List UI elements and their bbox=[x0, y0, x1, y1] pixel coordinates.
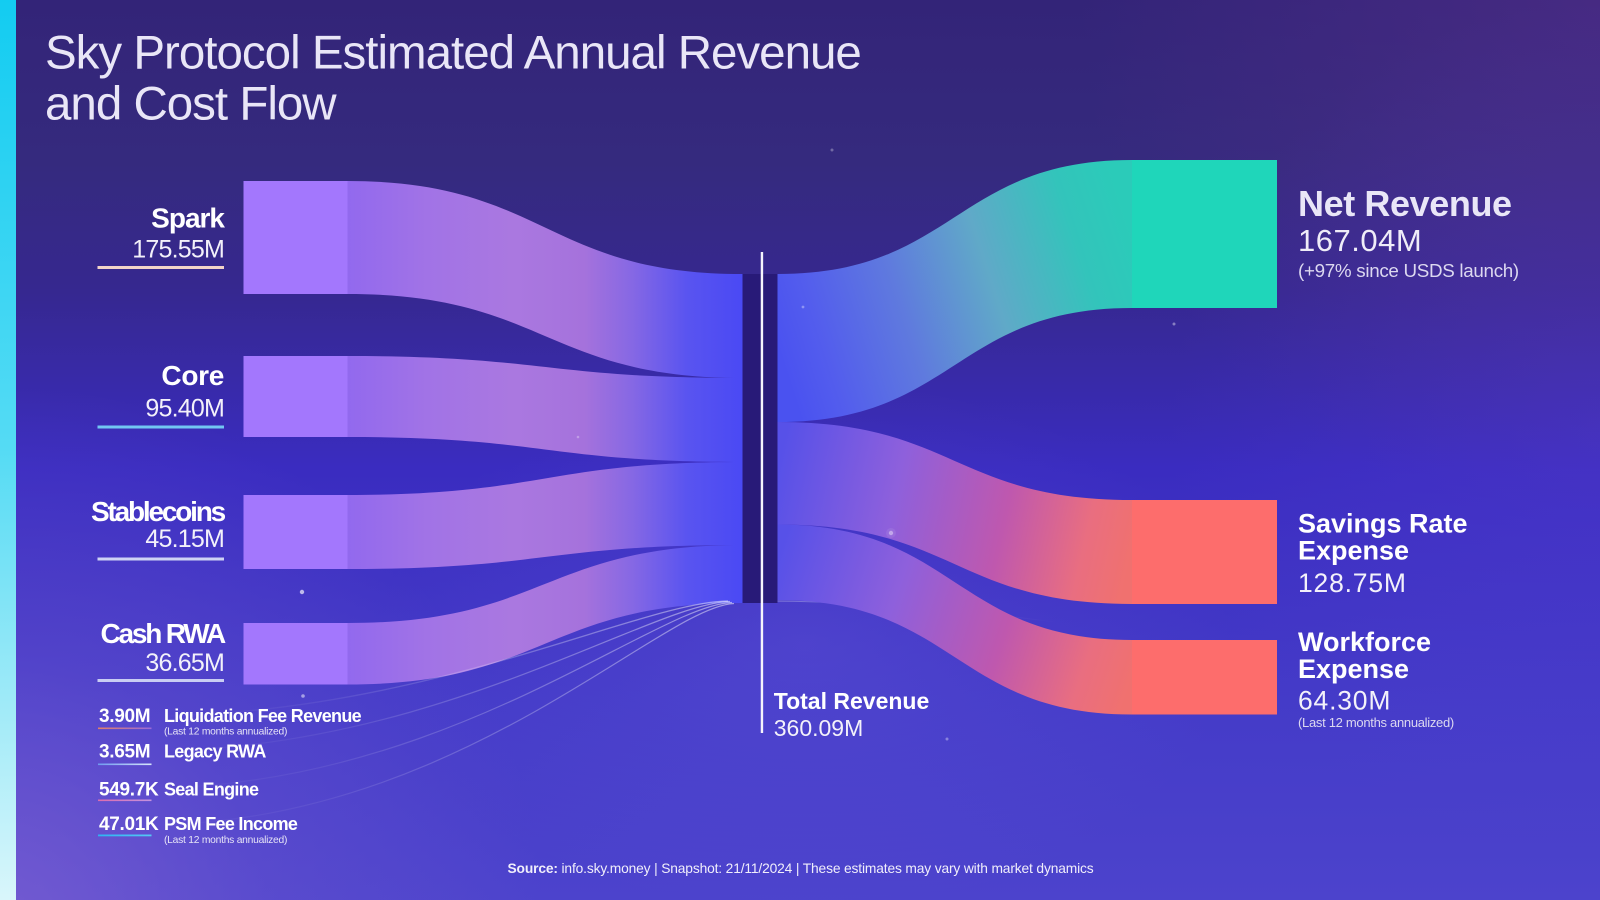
svg-text:Sky Protocol Estimated Annual: Sky Protocol Estimated Annual Revenue bbox=[45, 27, 861, 80]
svg-text:and Cost Flow: and Cost Flow bbox=[45, 78, 337, 131]
svg-text:Total Revenue: Total Revenue bbox=[774, 688, 930, 714]
svg-text:Net Revenue: Net Revenue bbox=[1298, 183, 1512, 224]
svg-text:3.90M: 3.90M bbox=[99, 706, 150, 727]
svg-text:Source: info.sky.money | Snaps: Source: info.sky.money | Snapshot: 21/11… bbox=[508, 861, 1094, 876]
svg-text:Expense: Expense bbox=[1298, 536, 1409, 566]
svg-text:Stablecoins: Stablecoins bbox=[91, 496, 226, 527]
svg-text:64.30M: 64.30M bbox=[1298, 686, 1391, 716]
svg-text:Seal Engine: Seal Engine bbox=[164, 780, 259, 800]
svg-text:Core: Core bbox=[161, 360, 224, 391]
svg-text:36.65M: 36.65M bbox=[145, 649, 224, 677]
svg-text:(Last 12 months annualized): (Last 12 months annualized) bbox=[1298, 715, 1454, 730]
svg-text:549.7K: 549.7K bbox=[99, 780, 159, 801]
svg-text:47.01K: 47.01K bbox=[99, 814, 159, 835]
svg-text:(+97% since USDS launch): (+97% since USDS launch) bbox=[1298, 260, 1519, 281]
svg-text:45.15M: 45.15M bbox=[145, 525, 224, 553]
svg-text:Workforce: Workforce bbox=[1298, 627, 1431, 657]
svg-text:PSM Fee Income: PSM Fee Income bbox=[164, 814, 298, 834]
svg-text:175.55M: 175.55M bbox=[132, 236, 224, 264]
svg-text:3.65M: 3.65M bbox=[99, 742, 150, 763]
svg-text:Savings Rate: Savings Rate bbox=[1298, 509, 1468, 539]
svg-text:360.09M: 360.09M bbox=[774, 715, 864, 741]
svg-text:Expense: Expense bbox=[1298, 654, 1409, 684]
svg-text:167.04M: 167.04M bbox=[1298, 223, 1422, 258]
svg-text:Spark: Spark bbox=[151, 203, 225, 234]
svg-text:Cash RWA: Cash RWA bbox=[101, 618, 226, 649]
svg-text:(Last 12 months annualized): (Last 12 months annualized) bbox=[164, 835, 287, 846]
svg-text:Liquidation Fee Revenue: Liquidation Fee Revenue bbox=[164, 706, 362, 726]
svg-text:Legacy RWA: Legacy RWA bbox=[164, 742, 266, 762]
svg-text:95.40M: 95.40M bbox=[145, 395, 224, 423]
svg-text:(Last 12 months annualized): (Last 12 months annualized) bbox=[164, 727, 287, 738]
svg-text:128.75M: 128.75M bbox=[1298, 568, 1407, 598]
